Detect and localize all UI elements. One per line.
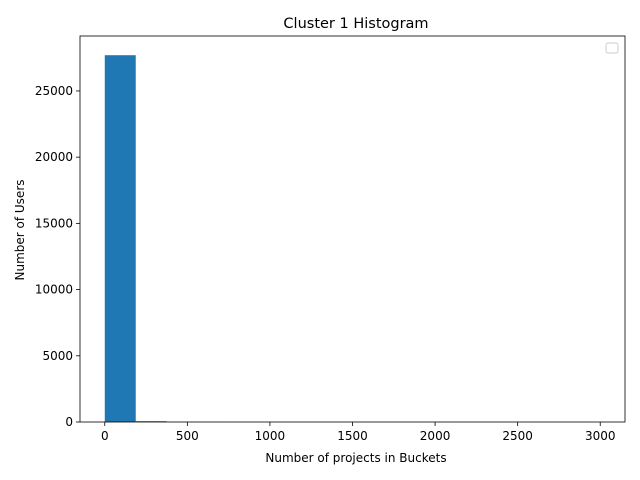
y-axis-ticks: 0 5000 10000 15000 20000 25000 [35,84,80,429]
y-tick-label: 15000 [35,216,73,230]
x-tick-label: 1500 [337,429,368,443]
plot-frame [79,35,626,423]
x-tick-label: 1000 [255,429,286,443]
x-axis-label: Number of projects in Buckets [265,451,446,465]
y-axis-label: Number of Users [13,179,27,280]
x-tick-label: 0 [101,429,109,443]
y-tick-label: 20000 [35,150,73,164]
x-tick-label: 2000 [420,429,451,443]
x-axis-ticks: 0 500 1000 1500 2000 2500 3000 [101,422,616,443]
bars-group [104,55,601,423]
y-tick-label: 0 [65,415,73,429]
legend-box [605,42,619,54]
axes-group [79,35,626,423]
y-tick-label: 10000 [35,283,73,297]
y-tick-label: 25000 [35,84,73,98]
x-tick-label: 500 [176,429,199,443]
chart-title: Cluster 1 Histogram [283,16,428,32]
histogram-bar-0 [104,55,136,423]
x-tick-label: 2500 [502,429,533,443]
y-tick-label: 5000 [42,349,73,363]
x-tick-label: 3000 [585,429,616,443]
